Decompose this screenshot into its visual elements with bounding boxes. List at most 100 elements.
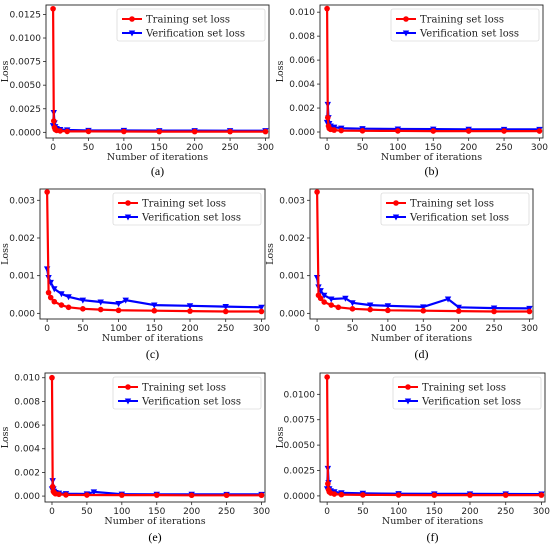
verification-loss-point [186,303,194,310]
training-loss-point [314,189,320,195]
legend-verification-label: Verification set loss [409,213,509,224]
panel-label: (d) [415,347,429,361]
training-loss-point [227,128,233,135]
y-tick-label: 0.006 [289,56,315,66]
legend-training-label: Training set loss [142,383,226,394]
verification-loss-point [258,304,265,311]
x-tick-label: 200 [461,507,478,517]
verification-loss-point [342,295,349,302]
legend: Training set loss Verification set loss [116,8,266,42]
panel-label: (a) [151,164,164,178]
x-tick-label: 100 [379,324,396,334]
x-tick-label: 150 [415,324,432,334]
training-loss-point [49,374,55,381]
y-tick-label: 0.000 [289,128,315,138]
verification-loss-point [65,294,72,301]
panel-label: (e) [148,530,161,544]
y-tick-label: 0.000 [14,492,40,502]
legend-training-label: Training set loss [410,199,494,210]
panel-a: 0 50 100 150 200 250 300 0.0000 0.0025 0.0050 0.00… [0,4,274,178]
y-tick-label: 0.000 [9,309,35,319]
training-loss-point [317,295,324,302]
x-tick-label: 200 [186,143,203,153]
training-loss-point [44,189,50,195]
x-tick-label: 100 [115,143,132,153]
x-tick-label: 200 [183,507,200,517]
legend: Training set loss Verification set loss [380,192,530,226]
training-loss-point [526,308,533,315]
training-loss-point [57,128,63,134]
verification-loss-point [455,304,462,311]
legend-verification-marker [124,214,132,221]
x-tick-label: 250 [218,507,235,517]
training-loss-point [455,308,462,314]
y-tick-label: 0.0025 [284,467,316,477]
verification-loss-point [444,296,452,303]
x-axis-title: Number of iterations [381,152,482,163]
panel-f: 0 50 100 150 200 250 300 0.0000 0.0025 0.0050 0.00… [275,372,550,544]
x-tick-label: 100 [390,507,407,517]
training-loss-point [536,128,543,134]
legend-box [390,8,540,42]
training-loss-point [223,492,230,499]
training-loss-point [80,306,86,312]
verification-loss-line [326,467,542,496]
plot-frame [44,372,266,503]
plot-frame [309,188,534,320]
y-tick-label: 0.0075 [284,416,316,426]
x-tick-label: 300 [253,507,270,517]
legend-verification-label: Verification set loss [141,213,241,224]
verification-loss-point [420,304,427,311]
training-loss-point [258,492,265,499]
y-axis-title: Loss [275,426,286,448]
y-tick-label: 0.008 [14,397,40,407]
legend-training-marker [405,384,411,390]
y-axis-title: Loss [0,426,11,448]
training-loss-point [431,492,438,498]
training-loss-point [49,483,56,490]
x-tick-label: 150 [148,507,165,517]
x-tick-label: 200 [450,324,467,334]
training-loss-point [331,491,338,497]
legend-verification-label: Verification set loss [419,29,519,40]
training-loss-point [335,304,342,311]
x-tick-label: 50 [81,507,93,517]
verification-loss-point [58,291,65,298]
training-loss-point [156,128,163,135]
panel-c: 0 50 100 150 200 250 300 0.000 0.001 0.002 0.003 Nu… [0,188,270,361]
legend-verification-marker [404,398,412,405]
x-axis-title: Number of iterations [102,333,203,344]
training-loss-point [465,128,472,134]
training-loss-point [63,492,69,498]
verification-loss-line [52,111,266,132]
y-tick-label: 0.002 [279,234,305,244]
training-loss-point [385,307,391,314]
x-tick-label: 50 [77,324,89,334]
training-loss-point [262,128,269,135]
y-tick-label: 0.0125 [10,10,42,20]
legend-box [116,8,266,42]
training-loss-point [467,492,473,498]
training-loss-point [58,302,65,308]
legend-training-label: Training set loss [422,383,506,394]
verification-loss-point [51,286,58,293]
legend-verification-marker [124,398,132,405]
training-loss-point [502,492,509,498]
training-loss-point [395,492,402,498]
y-tick-label: 0.010 [289,8,315,18]
x-tick-label: 300 [521,324,538,334]
legend-verification-label: Verification set loss [145,29,245,40]
legend-training-marker [129,16,135,22]
legend-box [392,376,542,410]
x-tick-label: 100 [389,143,406,153]
training-loss-point [258,308,265,315]
legend-training-marker [393,200,399,206]
x-axis-title: Number of iterations [371,333,472,344]
x-tick-label: 150 [425,143,442,153]
y-tick-label: 0.0100 [284,390,316,400]
panel-d: 0 50 100 150 200 250 300 0.000 0.001 0.002 0.003 Nu… [265,188,538,361]
verification-loss-line [316,277,530,310]
plot-frame [39,188,266,320]
verification-loss-point [90,489,98,496]
